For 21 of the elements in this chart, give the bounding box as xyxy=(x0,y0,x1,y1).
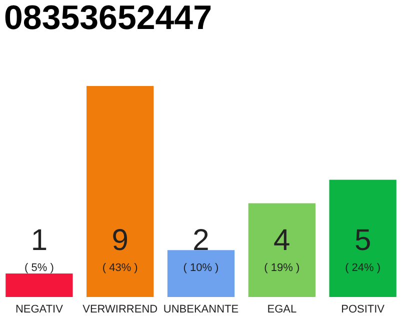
annotation: ( 5% ) xyxy=(24,262,54,274)
bar xyxy=(6,274,73,297)
data-label: 4 xyxy=(274,224,290,257)
bar xyxy=(329,180,396,297)
annotation: ( 43% ) xyxy=(102,262,138,274)
bar xyxy=(167,250,235,297)
bar xyxy=(86,86,154,297)
bar xyxy=(248,203,316,297)
data-label: 1 xyxy=(30,224,48,257)
x-tick-label: VERWIRREND xyxy=(82,304,158,316)
x-tick-label: EGAL xyxy=(267,304,297,316)
annotation: ( 24% ) xyxy=(345,262,381,274)
chart-title: 08353652447 xyxy=(4,0,212,37)
annotation: ( 10% ) xyxy=(183,262,219,274)
data-label: 2 xyxy=(192,224,210,257)
data-label: 5 xyxy=(354,224,372,257)
annotation: ( 19% ) xyxy=(264,262,300,274)
x-tick-label: UNBEKANNTE xyxy=(163,304,239,316)
data-label: 9 xyxy=(112,224,128,257)
x-tick-label: NEGATIV xyxy=(15,304,64,316)
x-tick-label: POSITIV xyxy=(341,304,386,316)
